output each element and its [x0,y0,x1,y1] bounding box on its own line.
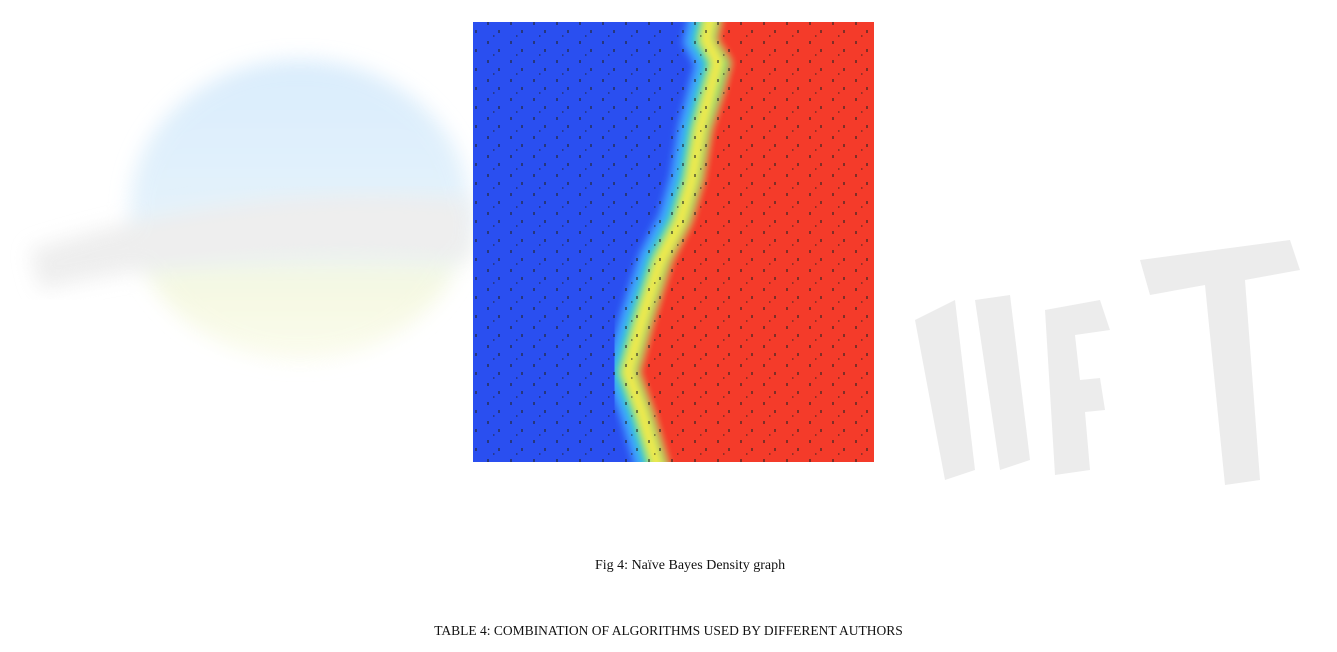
density-graph [473,10,890,475]
page: Fig 4: Naïve Bayes Density graph TABLE 4… [0,0,1337,652]
page-graphics [0,0,1337,652]
figure-caption: Fig 4: Naïve Bayes Density graph [595,558,785,574]
table-title: TABLE 4: COMBINATION OF ALGORITHMS USED … [0,623,1337,639]
